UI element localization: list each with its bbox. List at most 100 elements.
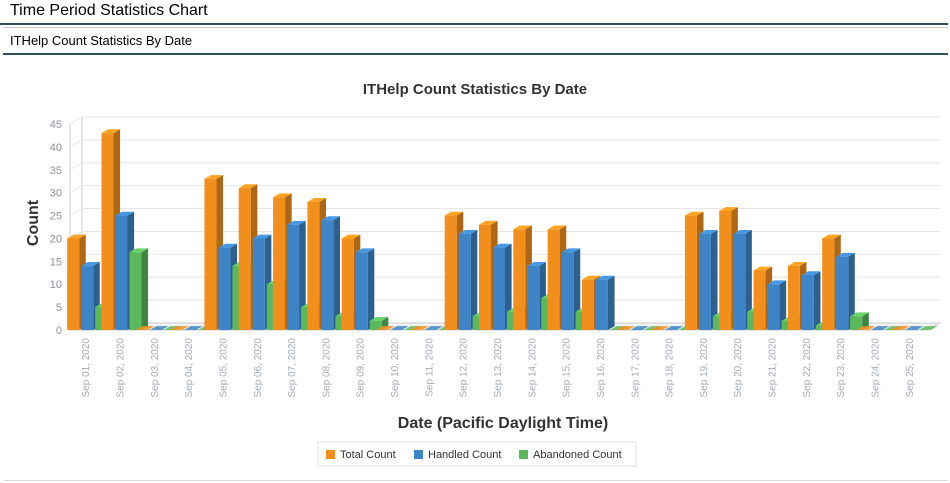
x-tick-label: Sep 18, 2020 (665, 338, 676, 398)
y-tick-label: 15 (50, 256, 62, 268)
y-tick-label: 35 (50, 165, 62, 177)
bar (815, 325, 828, 330)
bar-top (753, 266, 773, 271)
x-tick-label: Sep 02, 2020 (115, 338, 126, 398)
bar (307, 201, 320, 330)
bar (321, 220, 334, 330)
bar (767, 284, 780, 330)
bar-top (527, 262, 546, 266)
bar-top (321, 216, 340, 221)
bar (801, 275, 814, 330)
bar (781, 320, 794, 330)
chart-subheader: ITHelp Count Statistics By Date (3, 27, 948, 55)
bar-top (115, 211, 135, 216)
bar-zero (650, 326, 670, 330)
bar-top (561, 248, 581, 253)
bar-top (698, 230, 718, 234)
bar (850, 316, 863, 330)
bar (252, 238, 265, 330)
x-tick-label: Sep 24, 2020 (871, 338, 882, 398)
legend-label[interactable]: Total Count (340, 449, 396, 461)
bar-top (581, 275, 601, 280)
bar-top (822, 234, 841, 239)
bar-side (333, 216, 340, 330)
bar-top (787, 262, 807, 266)
bar (81, 265, 94, 330)
bar (595, 279, 608, 330)
bar (822, 238, 835, 330)
bar-top (547, 225, 567, 230)
bar-side (367, 248, 375, 330)
x-tick-label: Sep 06, 2020 (253, 338, 264, 398)
bar-zero (390, 326, 409, 330)
bar-top (218, 243, 238, 248)
legend-label[interactable]: Abandoned Count (533, 449, 622, 461)
bar (238, 188, 251, 330)
bar (479, 224, 491, 330)
bar-top (67, 234, 86, 239)
bar-top (129, 248, 149, 253)
bar (67, 238, 80, 330)
x-tick-label: Sep 17, 2020 (630, 338, 641, 398)
x-tick-label: Sep 12, 2020 (459, 338, 470, 398)
bar-top (238, 184, 258, 189)
legend-swatch (326, 450, 335, 459)
bar-top (513, 225, 532, 230)
bar-side (607, 275, 615, 330)
y-tick-label: 40 (50, 142, 62, 154)
bar (101, 133, 114, 330)
grid-slant (69, 139, 83, 148)
x-tick-label: Sep 03, 2020 (150, 338, 161, 398)
y-tick-label: 5 (56, 302, 62, 314)
bar (458, 233, 471, 330)
bar-top (307, 197, 326, 202)
bar (527, 265, 540, 330)
x-tick-label: Sep 04, 2020 (184, 338, 195, 398)
legend-box (317, 441, 637, 467)
bar (513, 229, 526, 330)
bar-top (341, 234, 361, 239)
y-tick-label: 25 (50, 211, 62, 223)
bar-side (299, 220, 306, 330)
y-tick-label: 30 (50, 188, 62, 200)
bar-side (710, 230, 718, 330)
bar-side (470, 230, 478, 330)
bar-top (767, 280, 787, 285)
bar (787, 265, 800, 330)
bottom-divider (3, 480, 948, 481)
bar (341, 238, 354, 330)
bar (753, 270, 766, 330)
x-tick-label: Sep 09, 2020 (356, 338, 367, 398)
bar (204, 178, 217, 330)
bar-zero (856, 326, 876, 330)
bar-top (733, 230, 752, 234)
x-tick-label: Sep 22, 2020 (802, 338, 813, 398)
bar-side (862, 312, 869, 330)
x-axis-label: Date (Pacific Daylight Time) (398, 415, 608, 432)
statistics-chart: ITHelp Count Statistics By Date 0 5 10 15 20 2… (25, 81, 942, 467)
legend-swatch (519, 450, 528, 459)
bar-top (801, 271, 821, 276)
bar (129, 252, 142, 330)
bar (719, 210, 732, 330)
bar-top (479, 220, 498, 225)
bar (444, 215, 457, 330)
bar (273, 197, 286, 330)
grid-slant (69, 185, 83, 194)
x-tick-label: Sep 15, 2020 (562, 338, 573, 398)
x-tick-label: Sep 11, 2020 (424, 338, 435, 397)
x-tick-label: Sep 23, 2020 (836, 338, 847, 398)
bar (287, 224, 300, 330)
grid-slant (69, 116, 83, 125)
bar-top (252, 234, 272, 239)
legend-label[interactable]: Handled Count (428, 449, 501, 461)
bar-top (101, 129, 121, 134)
bar-zero (424, 326, 443, 330)
x-tick-label: Sep 08, 2020 (321, 338, 332, 398)
x-tick-label: Sep 14, 2020 (527, 338, 538, 398)
x-tick-label: Sep 07, 2020 (287, 338, 298, 398)
bar-top (836, 252, 855, 257)
bar (355, 252, 368, 330)
x-tick-label: Sep 10, 2020 (390, 338, 401, 398)
bar-zero (170, 326, 189, 330)
